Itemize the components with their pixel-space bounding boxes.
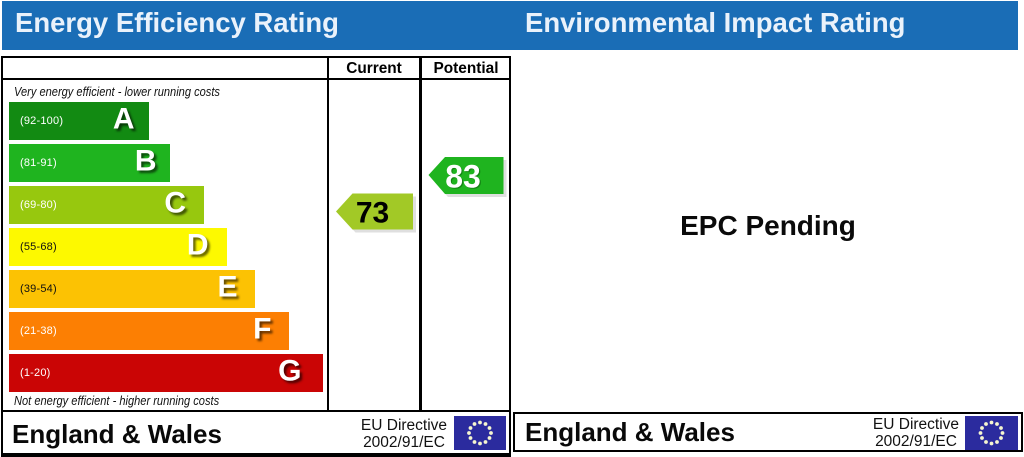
svg-text:73: 73 xyxy=(356,196,389,229)
svg-text:83: 83 xyxy=(446,159,482,195)
svg-text:83: 83 xyxy=(445,158,481,194)
